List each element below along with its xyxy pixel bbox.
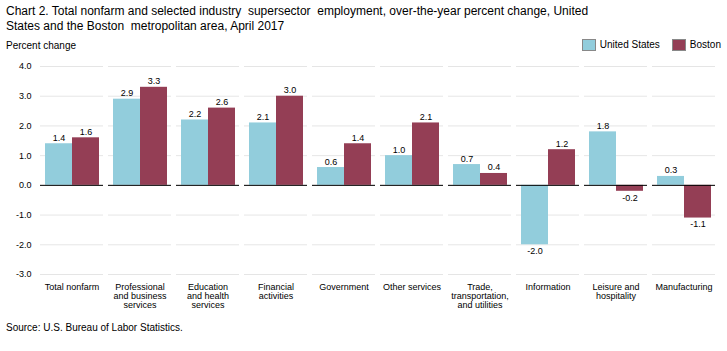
- svg-text:1.2: 1.2: [556, 139, 569, 149]
- svg-text:0.3: 0.3: [665, 165, 678, 175]
- svg-text:Total nonfarm: Total nonfarm: [45, 282, 100, 292]
- svg-text:2.9: 2.9: [121, 88, 134, 98]
- svg-text:2.1: 2.1: [420, 112, 433, 122]
- svg-text:Educationand healthservices: Educationand healthservices: [187, 282, 229, 310]
- svg-text:3.0: 3.0: [19, 91, 32, 101]
- svg-text:-1.1: -1.1: [690, 219, 706, 229]
- svg-text:Trade,transportation,and utili: Trade,transportation,and utilities: [451, 282, 509, 310]
- svg-text:2.1: 2.1: [257, 112, 270, 122]
- svg-text:0.4: 0.4: [488, 162, 501, 172]
- svg-text:1.0: 1.0: [19, 151, 32, 161]
- svg-text:1.4: 1.4: [352, 133, 365, 143]
- svg-text:-3.0: -3.0: [16, 269, 32, 279]
- html-text:Source: U.S. Bureau of Labor S: Source: U.S. Bureau of Labor Statistics.: [6, 322, 183, 333]
- html-text:Chart 2. Total nonfarm and sel: Chart 2. Total nonfarm and selected indu…: [6, 4, 589, 33]
- svg-text:Government: Government: [319, 282, 369, 292]
- svg-text:1.6: 1.6: [80, 127, 93, 137]
- svg-text:Professionaland businessservic: Professionaland businessservices: [113, 282, 167, 310]
- svg-text:2.0: 2.0: [19, 121, 32, 131]
- svg-text:Leisure andhospitality: Leisure andhospitality: [592, 282, 639, 301]
- svg-text:Manufacturing: Manufacturing: [655, 282, 712, 292]
- html-text:United States: United States: [599, 38, 660, 50]
- svg-text:0.6: 0.6: [325, 157, 338, 167]
- svg-text:0.0: 0.0: [19, 180, 32, 190]
- svg-text:Other services: Other services: [383, 282, 442, 292]
- svg-text:3.3: 3.3: [148, 76, 161, 86]
- svg-text:Information: Information: [525, 282, 570, 292]
- svg-text:3.0: 3.0: [284, 85, 297, 95]
- svg-text:Financialactivities: Financialactivities: [258, 282, 294, 301]
- svg-text:1.8: 1.8: [597, 121, 610, 131]
- svg-text:2.6: 2.6: [216, 97, 229, 107]
- html-text:Percent change: Percent change: [6, 39, 77, 51]
- html-text:Boston: Boston: [689, 38, 721, 50]
- svg-text:-2.0: -2.0: [527, 246, 543, 256]
- svg-text:0.7: 0.7: [461, 154, 474, 164]
- svg-text:4.0: 4.0: [19, 61, 32, 71]
- svg-text:-1.0: -1.0: [16, 210, 32, 220]
- svg-text:2.2: 2.2: [189, 109, 202, 119]
- svg-text:1.4: 1.4: [53, 133, 66, 143]
- svg-text:-2.0: -2.0: [16, 240, 32, 250]
- svg-text:1.0: 1.0: [393, 145, 406, 155]
- svg-text:-0.2: -0.2: [622, 193, 638, 203]
